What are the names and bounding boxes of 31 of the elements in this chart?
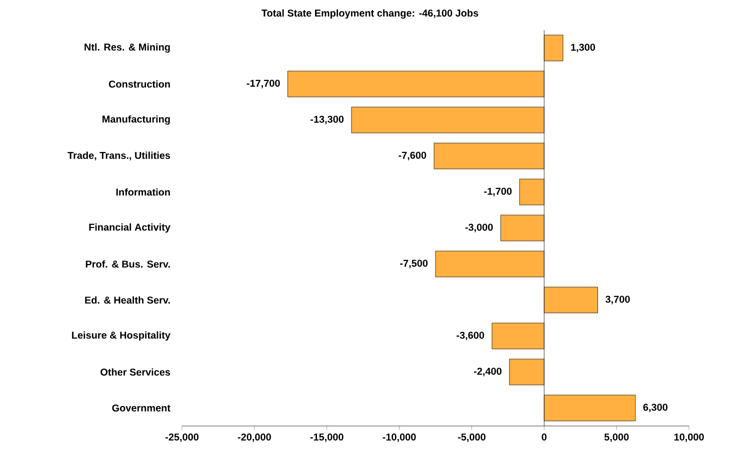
y-tick-label: Leisure & Hospitality [72,331,170,341]
x-tick-label: 0 [542,434,547,441]
y-tick-label: Manufacturing [102,115,170,125]
data-label: 3,700 [606,296,630,304]
y-tick-label: Ed. & Health Serv. [85,296,170,304]
data-label: -7,500 [400,260,428,268]
data-label: -7,600 [398,152,426,160]
x-tick-label: -25,000 [166,434,198,442]
x-tick-label: 5,000 [604,434,629,442]
y-tick-label: Ntl. Res. & Mining [84,43,170,53]
data-label: -13,300 [310,116,344,124]
x-tick-label: -5,000 [458,434,486,442]
chart-title: Total State Employment change: -46,100 Jobs [262,9,478,19]
y-tick-label: Information [116,188,170,196]
x-tick-label: -15,000 [310,434,344,442]
data-label: -3,600 [456,332,484,340]
y-tick-label: Other Services [100,368,170,376]
data-label: -3,000 [465,224,493,232]
x-tick-label: 10,000 [674,434,704,442]
x-tick-label: -20,000 [238,434,271,442]
y-tick-label: Financial Activity [89,223,170,233]
data-label: -1,700 [484,188,512,196]
y-tick-label: Government [112,404,170,412]
data-label: -2,400 [474,368,502,376]
data-label: 1,300 [571,44,596,52]
data-label: -17,700 [246,80,280,88]
x-tick-label: -10,000 [382,434,416,442]
data-label: 6,300 [643,404,668,412]
y-tick-label: Construction [108,80,170,88]
y-tick-label: Prof. & Bus. Serv. [86,260,170,268]
y-tick-label: Trade, Trans., Utilities [68,152,170,160]
